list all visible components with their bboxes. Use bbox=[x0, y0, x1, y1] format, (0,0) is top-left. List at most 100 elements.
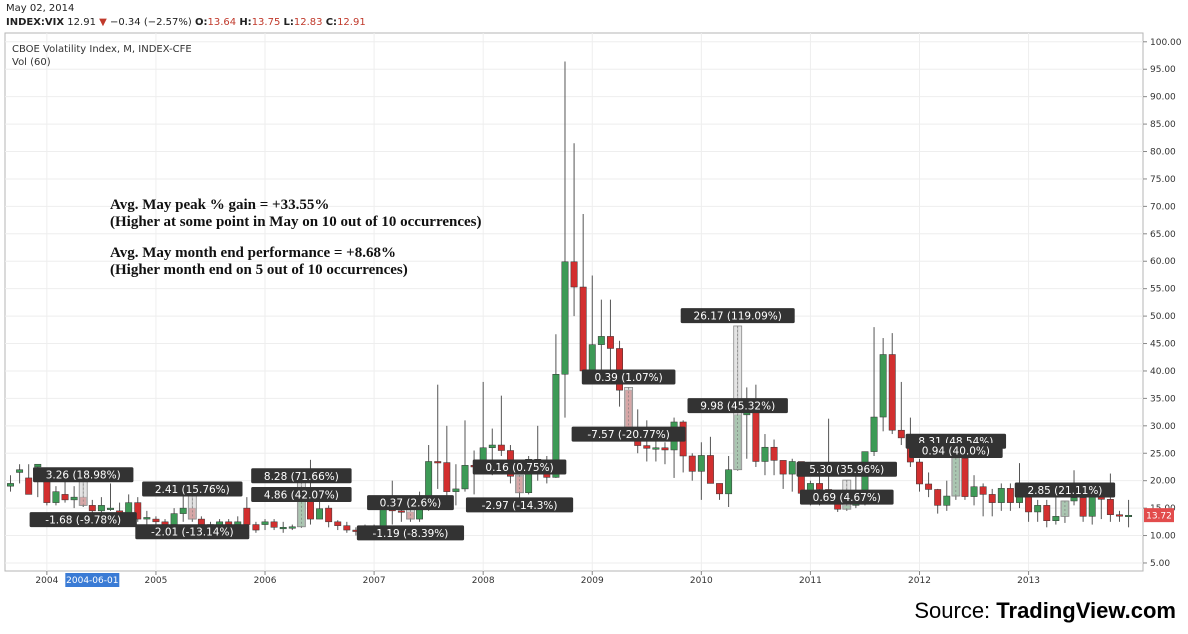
candle-body bbox=[943, 495, 951, 506]
stats-note: Avg. May peak % gain = +33.55% (Higher a… bbox=[110, 197, 482, 278]
annotation-label: 8.28 (71.66%) bbox=[251, 468, 352, 484]
candle-body bbox=[443, 462, 451, 492]
candle-body bbox=[970, 486, 978, 497]
note-line-2: (Higher at some point in May on 10 out o… bbox=[110, 214, 482, 230]
annotation-label-box bbox=[135, 524, 250, 540]
y-tick-label: 90.00 bbox=[1150, 93, 1176, 103]
annotation-label-text: 2.41 (15.76%) bbox=[155, 484, 230, 496]
annotation-label: 0.39 (1.07%) bbox=[581, 369, 676, 385]
candle-body bbox=[325, 507, 333, 523]
annotation-label: -7.57 (-20.77%) bbox=[571, 426, 686, 442]
note-line-4: (Higher month end on 5 out of 10 occurre… bbox=[110, 262, 408, 278]
x-tick-label: 2008 bbox=[472, 576, 495, 586]
candle-body bbox=[1125, 514, 1133, 517]
close-label: C: bbox=[325, 17, 338, 28]
change-value: −0.34 (−2.57%) bbox=[110, 17, 192, 28]
y-tick-label: 75.00 bbox=[1150, 175, 1176, 185]
annotation-label-box bbox=[680, 308, 795, 324]
candle-body bbox=[1088, 496, 1096, 517]
candle-body bbox=[979, 486, 987, 495]
x-tick-label: 2012 bbox=[908, 576, 931, 586]
annotation-label-text: 5.30 (35.96%) bbox=[809, 464, 884, 476]
annotation-label-box bbox=[465, 497, 574, 513]
annotation-label: -2.97 (-14.3%) bbox=[465, 497, 574, 513]
candle-body bbox=[225, 521, 233, 525]
candle-body bbox=[143, 517, 151, 520]
y-tick-label: 70.00 bbox=[1150, 202, 1176, 212]
candle-body bbox=[988, 494, 996, 503]
candle-body bbox=[334, 521, 342, 526]
candle-body bbox=[434, 461, 442, 464]
y-tick-label: 55.00 bbox=[1150, 285, 1176, 295]
candle-body bbox=[597, 336, 605, 345]
y-tick-label: 5.00 bbox=[1150, 559, 1170, 569]
candle-body bbox=[488, 444, 496, 449]
y-tick-label: 80.00 bbox=[1150, 148, 1176, 158]
annotation-label-text: 0.16 (0.75%) bbox=[485, 462, 553, 474]
annotation-label-box bbox=[367, 495, 454, 511]
candle-body bbox=[716, 483, 723, 495]
candle-body bbox=[452, 488, 460, 492]
annotation-label-text: -2.97 (-14.3%) bbox=[482, 500, 558, 512]
source-prefix: Source: bbox=[914, 598, 997, 623]
candle-body bbox=[270, 521, 278, 528]
candle-body bbox=[961, 457, 969, 497]
annotation-label-text: 4.86 (42.07%) bbox=[264, 489, 339, 501]
quote-line: INDEX:VIX 12.91 ▼ −0.34 (−2.57%) O:13.64… bbox=[6, 17, 366, 28]
candle-body bbox=[88, 505, 96, 512]
candle-body bbox=[552, 374, 560, 478]
annotation-label: 2.85 (21.11%) bbox=[1014, 482, 1116, 498]
candle-body bbox=[925, 483, 933, 490]
candle-body bbox=[307, 500, 314, 520]
open-value: 13.64 bbox=[207, 17, 237, 28]
candle-body bbox=[170, 513, 178, 525]
candle-body bbox=[770, 446, 778, 461]
high-label: H: bbox=[239, 17, 252, 28]
annotation-label: -2.01 (-13.14%) bbox=[135, 524, 250, 540]
candle-body bbox=[134, 502, 142, 520]
annotation-label-text: 0.69 (4.67%) bbox=[813, 492, 881, 504]
candle-body bbox=[316, 508, 324, 520]
candle-body bbox=[616, 348, 623, 391]
candle-body bbox=[1052, 516, 1060, 521]
candle-body bbox=[761, 446, 769, 462]
y-tick-label: 45.00 bbox=[1150, 340, 1176, 350]
candle-body bbox=[161, 521, 169, 525]
low-value: 12.83 bbox=[293, 17, 323, 28]
candle-body bbox=[179, 507, 187, 514]
candle-body bbox=[588, 344, 596, 372]
low-label: L: bbox=[283, 17, 294, 28]
candle-body bbox=[870, 416, 878, 452]
annotation-label-text: 3.26 (18.98%) bbox=[46, 470, 121, 482]
candle-body bbox=[1034, 505, 1042, 513]
candle-body bbox=[1116, 514, 1123, 517]
annotation-label-text: -1.68 (-9.78%) bbox=[45, 515, 121, 527]
chart-title: CBOE Volatility Index, M, INDEX-CFE bbox=[12, 44, 192, 55]
x-tick-label: 2011 bbox=[799, 576, 822, 586]
source-name: TradingView.com bbox=[996, 598, 1176, 623]
open-label: O: bbox=[194, 17, 208, 28]
y-tick-label: 100.00 bbox=[1150, 38, 1182, 48]
candle-body bbox=[934, 489, 942, 506]
annotation-label: 4.86 (42.07%) bbox=[251, 486, 352, 502]
volume-indicator-label: Vol (60) bbox=[12, 57, 51, 68]
candle-body bbox=[897, 429, 905, 439]
high-value: 13.75 bbox=[251, 17, 281, 28]
candle-body bbox=[461, 465, 469, 490]
candle-body bbox=[525, 459, 533, 493]
annotation-label-box bbox=[251, 486, 352, 502]
annotation-label: 0.69 (4.67%) bbox=[799, 489, 894, 505]
candle-body bbox=[1043, 505, 1051, 521]
candle-body bbox=[697, 455, 705, 472]
annotation-label: 9.98 (45.32%) bbox=[687, 398, 788, 414]
y-tick-label: 35.00 bbox=[1150, 394, 1176, 404]
annotation-labels: 3.26 (18.98%) -1.68 (-9.78%) 2.41 (15.76%)… bbox=[29, 308, 1116, 541]
crosshair-date-label: 2004-06-01 bbox=[66, 576, 118, 586]
y-tick-label: 60.00 bbox=[1150, 257, 1176, 267]
candle-body bbox=[779, 460, 787, 475]
crosshair-date-badge bbox=[65, 573, 120, 587]
candle-body bbox=[606, 336, 614, 349]
annotation-label: 0.16 (0.75%) bbox=[472, 459, 567, 475]
candle-body bbox=[252, 524, 260, 531]
